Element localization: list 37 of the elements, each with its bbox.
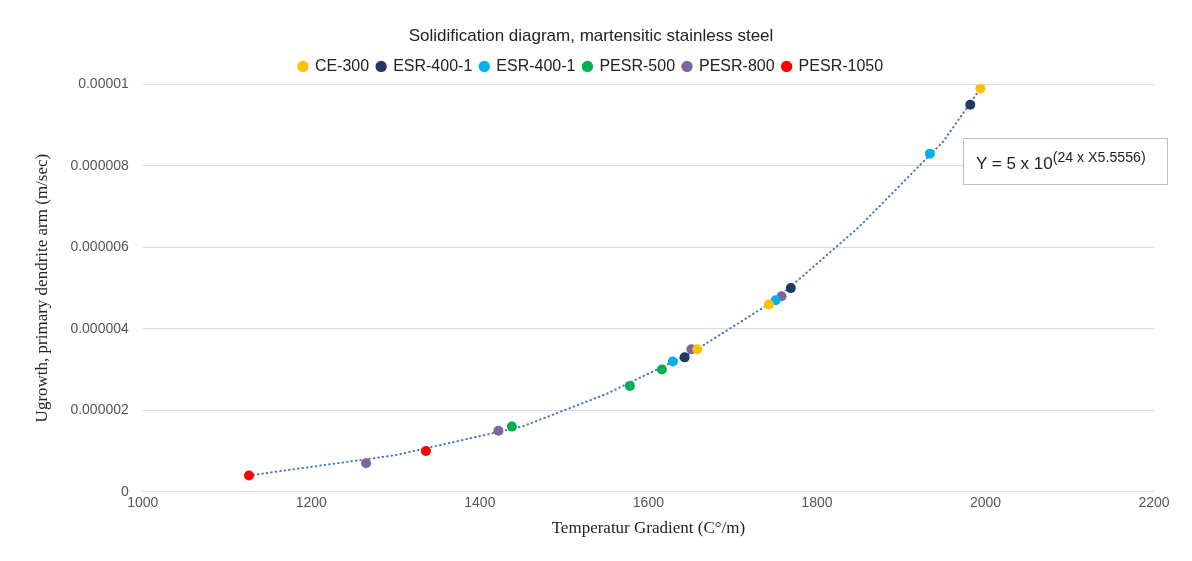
y-axis-title: Ugrowth, primary dendrite arm (m/sec) bbox=[31, 153, 51, 423]
legend-label: ESR-400-1 bbox=[393, 56, 473, 74]
x-tick-label: 2000 bbox=[969, 494, 1002, 511]
point bbox=[692, 344, 703, 355]
y-tick-label: 0.000002 bbox=[70, 401, 129, 418]
point bbox=[420, 446, 431, 457]
x-tick-label: 1000 bbox=[127, 494, 159, 511]
point bbox=[975, 84, 986, 94]
x-tick-label: 1800 bbox=[801, 494, 833, 511]
point bbox=[763, 299, 774, 310]
point bbox=[679, 352, 690, 363]
point bbox=[493, 425, 504, 436]
y-tick-label: 0 bbox=[121, 482, 129, 499]
point bbox=[506, 421, 517, 432]
x-tick-label: 1600 bbox=[632, 494, 665, 511]
x-tick-label: 2200 bbox=[1138, 494, 1170, 511]
y-tick-label: 0.000008 bbox=[70, 156, 129, 173]
point bbox=[243, 470, 254, 481]
legend-label: PESR-1050 bbox=[798, 56, 884, 74]
point bbox=[965, 99, 976, 110]
x-tick-label: 1200 bbox=[295, 494, 328, 511]
legend-label: CE-300 bbox=[314, 56, 370, 74]
y-tick-label: 0.000006 bbox=[70, 238, 129, 255]
point bbox=[624, 380, 635, 391]
legend-label: ESR-400-1 bbox=[496, 56, 576, 74]
y-tick-label: 0.000004 bbox=[70, 319, 129, 336]
chart-title: Solidification diagram, martensitic stainless steel bbox=[408, 25, 774, 45]
legend-label: PESR-500 bbox=[599, 56, 676, 74]
point bbox=[667, 356, 678, 367]
point bbox=[785, 283, 796, 294]
x-tick-label: 1400 bbox=[464, 494, 496, 511]
point bbox=[656, 364, 667, 375]
legend-label: PESR-800 bbox=[699, 56, 775, 74]
y-tick-label: 0.00001 bbox=[78, 75, 129, 92]
x-axis-title: Temperatur Gradient (C°/m) bbox=[551, 518, 746, 538]
point bbox=[924, 148, 935, 159]
point bbox=[361, 458, 372, 469]
